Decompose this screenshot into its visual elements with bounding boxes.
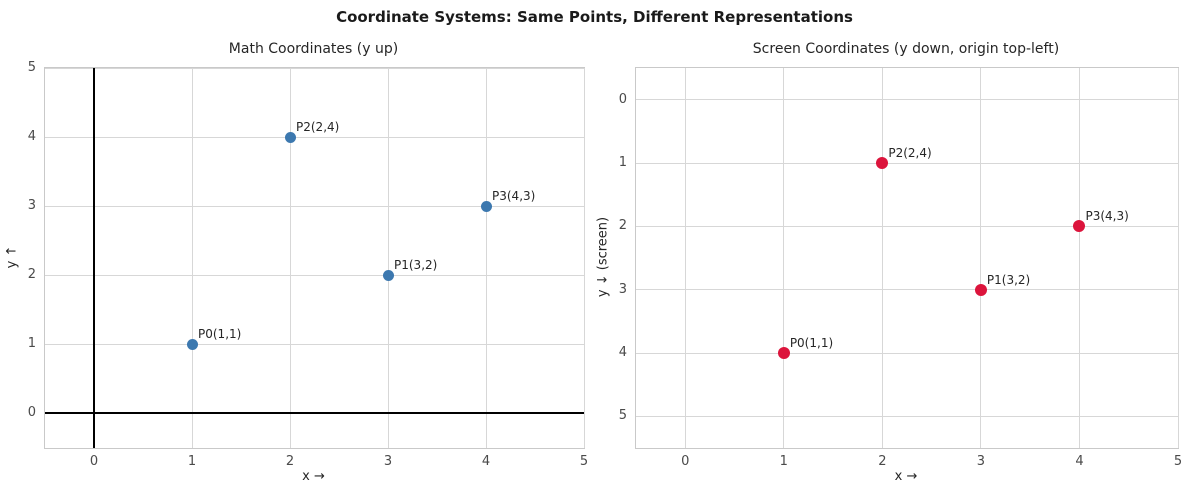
x-tick-label: 1 xyxy=(779,454,788,469)
y-gridline xyxy=(636,289,1178,291)
x-gridline xyxy=(1078,68,1080,448)
x-tick-label: 3 xyxy=(976,454,986,469)
y-tick-label: 1 xyxy=(618,155,627,170)
point-label: P0(1,1) xyxy=(789,336,834,350)
x-tick-label: 3 xyxy=(383,454,393,469)
math-x-axis-label: x → xyxy=(302,469,325,484)
x-gridline xyxy=(684,68,686,448)
data-point xyxy=(382,269,394,281)
x-tick-label: 2 xyxy=(285,454,295,469)
y-tick-label: 2 xyxy=(618,218,627,234)
screen-plot-title: Screen Coordinates (y down, origin top-l… xyxy=(752,41,1060,57)
x-gridline xyxy=(485,68,487,448)
y-tick-label: 0 xyxy=(27,405,36,421)
zero-y-axis-line xyxy=(45,412,584,415)
x-tick-label: 2 xyxy=(878,454,887,469)
point-label: P1(3,2) xyxy=(394,258,438,273)
y-gridline xyxy=(45,343,584,345)
x-tick-label: 0 xyxy=(89,454,99,469)
y-gridline xyxy=(45,67,584,69)
screen-y-axis-label: y ↓ (screen) xyxy=(595,216,611,298)
data-point xyxy=(1073,220,1086,233)
data-point xyxy=(876,157,889,169)
point-label: P2(2,4) xyxy=(296,120,340,135)
screen-plot-area: 0 1 2 3 4 5 0 1 2 3 4 5 P0(1,1) P1(3,2) P2(2,4) P3(4,3) xyxy=(619,67,1182,469)
point-label: P3(4,3) xyxy=(1085,209,1129,224)
y-gridline xyxy=(636,225,1178,227)
zero-x-axis-line xyxy=(93,68,95,448)
data-point xyxy=(284,131,296,143)
x-gridline xyxy=(583,68,585,448)
y-tick-label: 4 xyxy=(27,129,36,145)
x-tick-label: 4 xyxy=(1075,454,1084,469)
y-gridline xyxy=(636,162,1178,164)
x-tick-label: 5 xyxy=(1173,454,1183,469)
x-gridline xyxy=(783,68,785,448)
data-point xyxy=(186,338,198,350)
point-label: P3(4,3) xyxy=(492,189,536,204)
math-plot-area: 0 1 2 3 4 5 0 1 2 3 4 5 P0(1,1) P1(3,2) P2(2,4) P3(4,3) xyxy=(28,60,588,469)
x-gridline xyxy=(881,68,883,448)
data-point xyxy=(480,200,492,212)
math-plot-title: Math Coordinates (y up) xyxy=(228,41,399,57)
screen-x-axis-label: x → xyxy=(894,469,918,484)
x-gridline xyxy=(289,68,291,448)
x-tick-label: 5 xyxy=(579,454,589,469)
x-tick-label: 1 xyxy=(187,454,197,469)
y-gridline xyxy=(636,99,1178,101)
y-gridline xyxy=(636,352,1178,354)
y-gridline xyxy=(45,274,584,276)
point-label: P2(2,4) xyxy=(888,146,932,160)
y-tick-label: 5 xyxy=(27,60,36,75)
y-tick-label: 3 xyxy=(27,198,36,214)
point-label: P0(1,1) xyxy=(198,327,242,342)
math-y-axis-label: y ↑ xyxy=(4,245,20,269)
data-point xyxy=(777,347,790,359)
y-gridline xyxy=(45,136,584,138)
x-tick-label: 0 xyxy=(681,454,690,469)
y-tick-label: 5 xyxy=(618,408,627,424)
y-tick-label: 2 xyxy=(27,267,36,283)
y-gridline xyxy=(45,205,584,207)
y-tick-label: 1 xyxy=(27,336,36,352)
data-point xyxy=(974,283,987,296)
x-gridline xyxy=(387,68,389,448)
y-tick-label: 4 xyxy=(618,345,627,360)
x-gridline xyxy=(191,68,193,448)
x-gridline xyxy=(980,68,982,448)
point-label: P1(3,2) xyxy=(986,272,1031,287)
x-tick-label: 4 xyxy=(481,454,491,469)
y-tick-label: 3 xyxy=(618,281,627,297)
y-gridline xyxy=(636,415,1178,417)
x-gridline xyxy=(1177,68,1179,448)
y-tick-label: 0 xyxy=(618,91,627,107)
figure-title: Coordinate Systems: Same Points, Differe… xyxy=(336,8,853,26)
